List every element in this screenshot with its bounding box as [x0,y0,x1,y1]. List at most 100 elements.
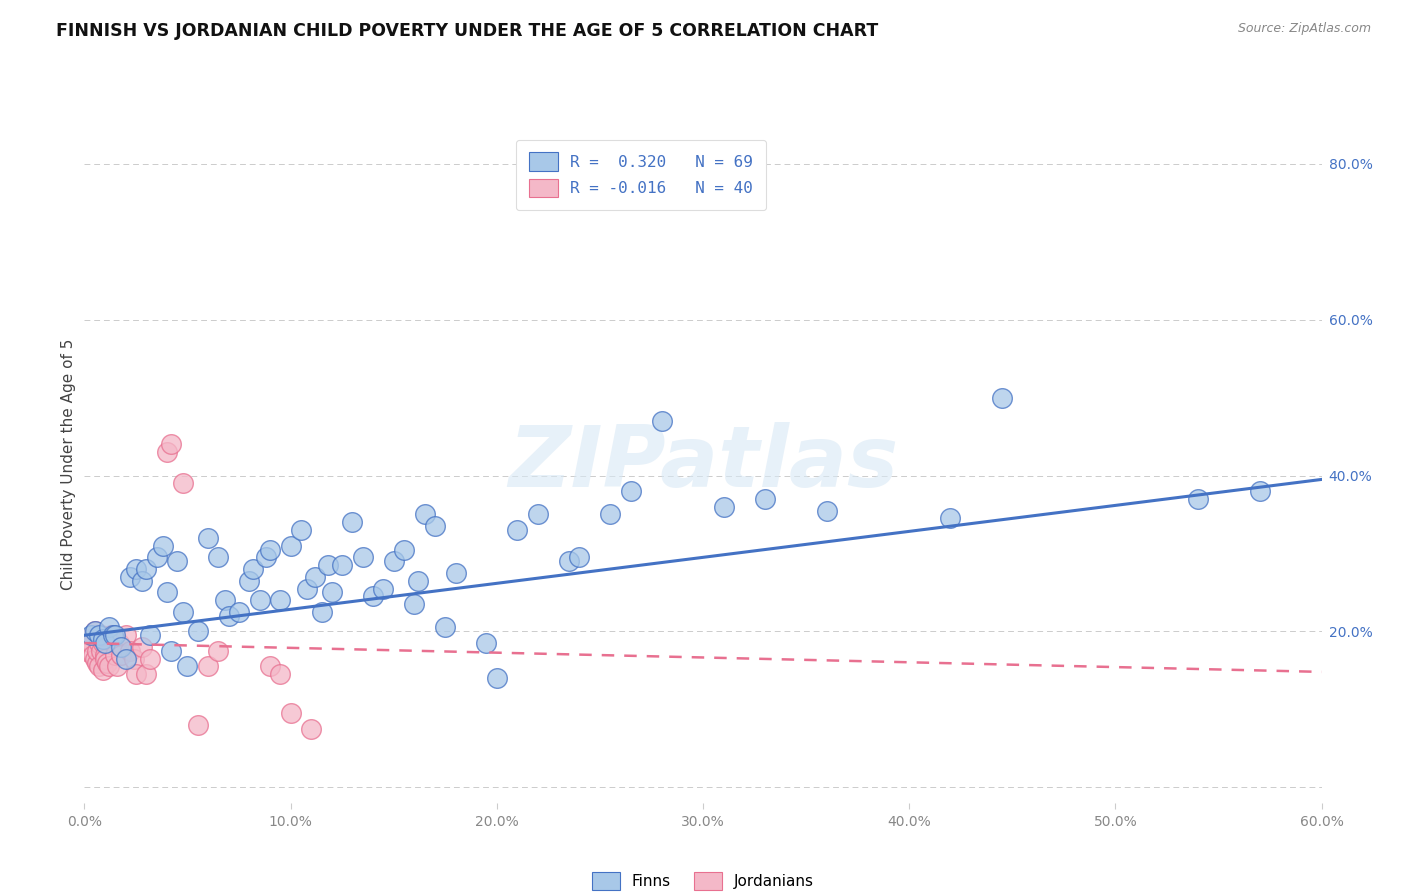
Point [91,636,114,650]
Point [94,648,117,662]
Point [125,667,148,681]
Point [259,542,281,557]
Point [280,539,302,553]
Point [98,620,121,634]
Point [1187,491,1209,506]
Point [104,648,127,662]
Point [114,628,136,642]
Point [131,640,153,654]
Point [172,476,194,491]
Point [90,628,112,642]
Point [558,554,581,568]
Point [110,648,132,662]
Point [207,550,229,565]
Point [342,516,364,530]
Point [506,523,529,537]
Point [280,706,302,721]
Point [176,659,198,673]
Point [939,511,962,525]
Point [187,624,209,639]
Point [599,508,621,522]
Point [104,628,127,642]
Text: ZIPatlas: ZIPatlas [508,422,898,506]
Point [82,648,104,662]
Point [197,531,219,545]
Point [87,628,110,642]
Text: Source: ZipAtlas.com: Source: ZipAtlas.com [1237,22,1371,36]
Point [269,593,291,607]
Point [83,624,105,639]
Point [254,550,277,565]
Point [152,539,174,553]
Point [295,582,318,596]
Point [392,542,415,557]
Point [160,437,183,451]
Point [527,508,550,522]
Point [100,628,122,642]
Point [139,628,162,642]
Point [568,550,591,565]
Point [135,562,157,576]
Point [79,636,101,650]
Point [87,636,110,650]
Point [413,508,436,522]
Point [75,644,97,658]
Point [156,585,179,599]
Point [98,659,121,673]
Point [249,593,271,607]
Point [316,558,339,573]
Point [91,663,114,677]
Point [108,636,131,650]
Point [754,491,776,506]
Point [991,391,1014,405]
Point [330,558,353,573]
Point [299,722,322,736]
Point [815,503,838,517]
Point [620,484,643,499]
Point [83,624,105,639]
Point [713,500,735,514]
Point [1249,484,1271,499]
Point [172,605,194,619]
Point [94,651,117,665]
Point [444,566,467,580]
Point [434,620,457,634]
Point [382,554,405,568]
Point [290,523,312,537]
Point [404,597,426,611]
Point [485,671,508,685]
Point [125,562,148,576]
Point [94,636,117,650]
Point [145,550,167,565]
Point [86,656,108,670]
Point [91,632,114,647]
Point [269,667,291,681]
Point [103,628,125,642]
Point [352,550,374,565]
Point [408,574,430,588]
Point [77,632,100,647]
Text: FINNISH VS JORDANIAN CHILD POVERTY UNDER THE AGE OF 5 CORRELATION CHART: FINNISH VS JORDANIAN CHILD POVERTY UNDER… [56,22,879,40]
Point [214,593,236,607]
Point [96,656,118,670]
Legend: Finns, Jordanians: Finns, Jordanians [585,864,821,892]
Point [156,445,179,459]
Point [139,651,162,665]
Point [373,582,395,596]
Point [87,659,110,673]
Point [475,636,498,650]
Point [321,585,343,599]
Point [259,659,281,673]
Point [90,644,112,658]
Point [228,605,250,619]
Point [197,659,219,673]
Y-axis label: Child Poverty Under the Age of 5: Child Poverty Under the Age of 5 [60,338,76,590]
Point [83,651,105,665]
Point [110,640,132,654]
Point [135,667,157,681]
Point [114,651,136,665]
Point [361,590,384,604]
Point [122,651,145,665]
Point [160,644,183,658]
Point [105,659,128,673]
